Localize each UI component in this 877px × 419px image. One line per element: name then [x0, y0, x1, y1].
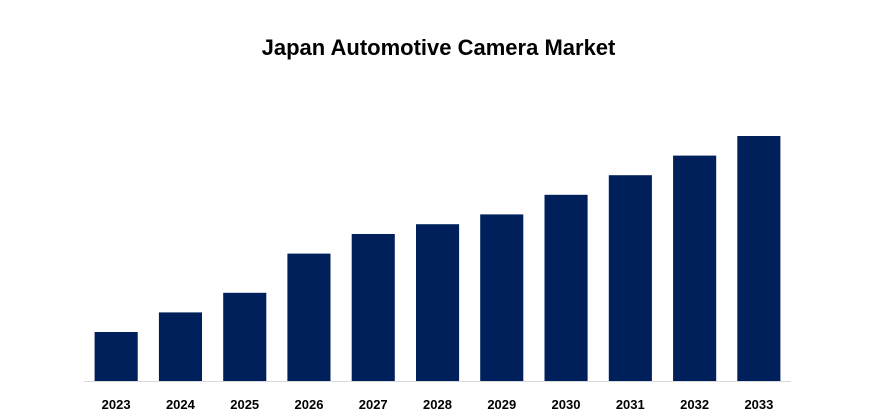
- x-tick-label-2029: 2029: [487, 397, 516, 412]
- chart-title: Japan Automotive Camera Market: [261, 35, 616, 60]
- bar-2027: [351, 234, 395, 381]
- bars-group: [94, 136, 781, 381]
- bar-2031: [608, 175, 652, 381]
- x-tick-label-2031: 2031: [616, 397, 645, 412]
- bar-2032: [673, 155, 717, 381]
- bar-2033: [737, 136, 781, 381]
- x-tick-label-2033: 2033: [744, 397, 773, 412]
- bar-2023: [94, 332, 138, 381]
- x-tick-label-2023: 2023: [102, 397, 131, 412]
- x-tick-label-2026: 2026: [295, 397, 324, 412]
- x-tick-label-2025: 2025: [230, 397, 259, 412]
- x-tick-label-2032: 2032: [680, 397, 709, 412]
- bar-2025: [223, 292, 267, 381]
- x-tick-labels: 2023 2024 2025 2026 2027 2028 2029 2030 2031 2032…: [102, 397, 774, 412]
- x-tick-label-2030: 2030: [552, 397, 581, 412]
- bar-2028: [416, 224, 460, 381]
- bar-2024: [158, 312, 202, 381]
- x-tick-label-2027: 2027: [359, 397, 388, 412]
- bar-2029: [480, 214, 524, 381]
- x-tick-label-2028: 2028: [423, 397, 452, 412]
- x-tick-label-2024: 2024: [166, 397, 196, 412]
- bar-2030: [544, 194, 588, 381]
- bar-2026: [287, 253, 331, 381]
